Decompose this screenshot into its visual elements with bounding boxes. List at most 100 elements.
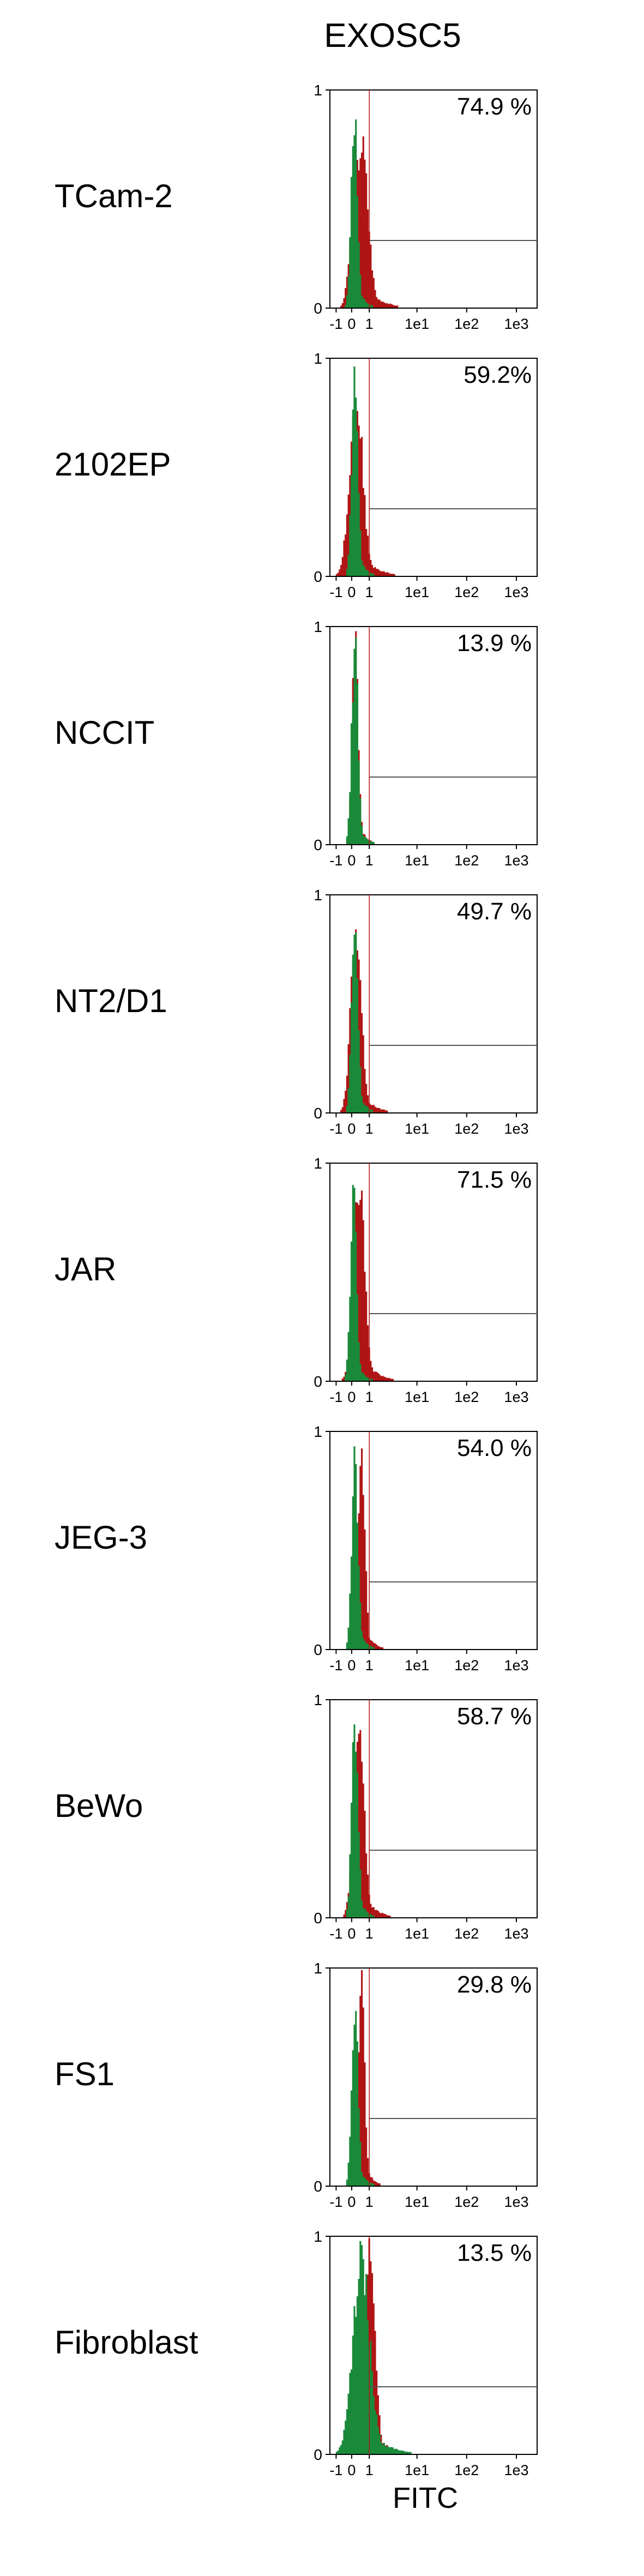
control-bin [347,555,350,576]
control-bin [351,1802,353,1918]
stained-bin [378,1646,381,1650]
control-bin [355,2316,357,2454]
control-bin [351,1002,353,1113]
control-bin [361,1372,363,1381]
histogram-panel: TCam-2 0 1 -1 0 1 1e1 1e2 1e3 74.9 % [0,82,644,332]
stained-bin [370,560,372,576]
control-bin [365,838,368,845]
stained-bin [372,568,375,576]
stained-bin [343,1914,345,1918]
stained-bin [380,571,382,576]
stained-bin [370,244,372,308]
stained-bin [366,1612,369,1650]
x-tick-label: 0 [347,1121,356,1137]
stained-bin [376,1910,378,1918]
control-bin [349,1297,351,1381]
x-tick-label: 1 [365,1389,374,1405]
sample-label: NT2/D1 [55,983,167,1019]
control-bin [353,648,356,845]
control-bin [370,305,372,308]
y-tick-label: 1 [314,1155,322,1172]
control-bin [353,1188,356,1381]
plot-frame [329,1967,538,2187]
stained-bin [382,301,384,308]
y-tick-label: 0 [314,300,322,317]
control-bin [370,1379,372,1381]
stained-bin [386,303,388,308]
y-tick-label: 0 [314,1910,322,1927]
percent-label: 29.8 % [457,1971,532,1998]
stained-bin [370,2177,372,2186]
stained-bin [374,2181,376,2186]
control-bin [345,305,347,308]
x-tick-label: -1 [329,1121,342,1137]
stained-bin [372,2180,375,2186]
control-bin [384,2445,387,2454]
stained-bin [390,574,393,576]
stained-bin [359,1730,362,1918]
plot-frame [329,89,538,309]
x-tick-label: 1e2 [454,584,479,600]
control-bin [364,1375,366,1381]
x-tick-label: 1 [365,2462,374,2478]
control-bin [364,837,366,845]
control-bin [371,1379,374,1381]
x-tick-label: 0 [347,2194,356,2210]
control-bin [372,2396,375,2454]
x-tick-label: 1e1 [405,1389,429,1405]
control-bin [352,954,354,1113]
control-bin [362,565,364,576]
stained-bin [366,1325,369,1381]
stained-bin [365,1084,368,1113]
control-bin [345,2421,347,2454]
control-bin [366,839,369,845]
stained-bin [347,495,350,576]
x-tick-label: 0 [347,852,356,869]
stained-bin [382,1912,384,1918]
stained-bin [346,514,348,576]
control-bin [365,302,368,308]
x-tick-label: 1e3 [504,1389,528,1405]
stained-bin [374,1371,376,1381]
control-bin [346,1909,348,1918]
control-bin [355,398,357,576]
control-bin [339,2447,341,2454]
control-bin [371,842,374,845]
stained-bin [345,1910,347,1918]
control-bin [359,1067,362,1113]
x-tick-label: -1 [329,584,342,600]
control-bin [371,1646,374,1650]
control-bin [352,1742,354,1918]
x-tick-label: 1e3 [504,1121,528,1137]
x-tick-label: 1e2 [454,1925,479,1942]
x-tick-label: 1e3 [504,1925,528,1942]
stained-bin [371,1641,374,1650]
stained-bin [374,1643,376,1650]
x-tick-label: 1e2 [454,2194,479,2210]
control-bin [370,2182,372,2186]
x-tick-label: -1 [329,1657,342,1674]
stained-bin [371,1105,374,1113]
control-bin [356,2296,358,2454]
stained-bin [364,159,366,308]
control-bin [362,2176,364,2186]
stained-bin [390,304,393,308]
sample-label: NCCIT [55,714,155,751]
x-tick-label: 1e3 [504,584,528,600]
stained-bin [365,2127,368,2186]
stained-bin [378,1108,381,1113]
control-bin [362,1908,364,1918]
control-bin [356,1772,358,1918]
control-bin [355,637,357,845]
y-tick-label: 0 [314,2446,322,2463]
stained-bin [377,2183,379,2186]
x-tick-label: 0 [347,1925,356,1942]
control-bin [382,2444,384,2454]
y-tick-label: 0 [314,1105,322,1122]
control-bin [362,298,364,308]
control-bin [371,1110,374,1113]
plot-frame [329,894,538,1114]
x-tick-label: 1e1 [405,2194,429,2210]
stained-bin [387,304,389,308]
